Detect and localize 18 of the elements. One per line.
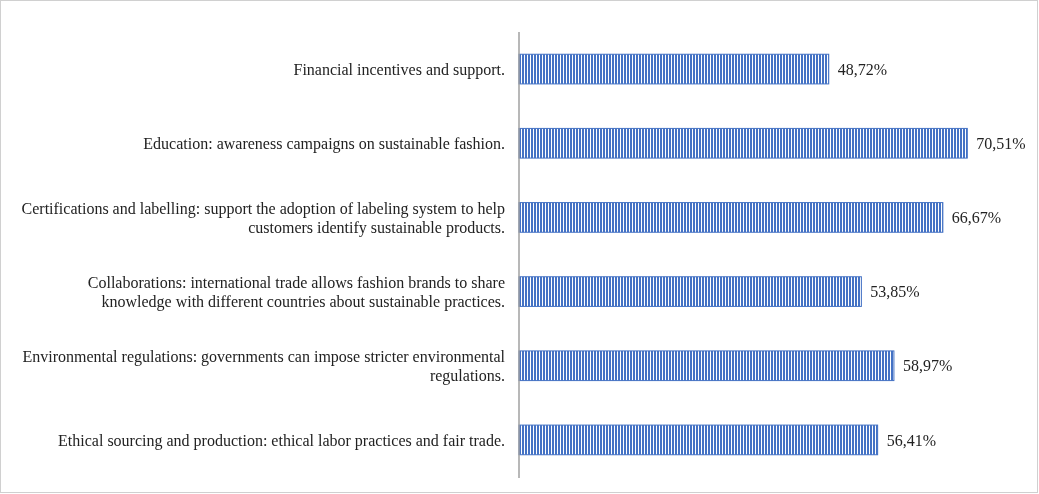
bar [518, 350, 895, 382]
data-label: 58,97% [902, 357, 953, 375]
data-label: 66,67% [951, 209, 1002, 227]
y-tick-label: Environmental regulations: governments can impose stricter environmental regulations. [22, 347, 506, 385]
data-label: 48,72% [837, 60, 888, 78]
y-tick-label: Collaborations: international trade allows fashion brands to share knowledge with different countries about sustainable practices. [87, 273, 505, 311]
y-tick-label: Ethical sourcing and production: ethical labor practices and fair trade. [58, 431, 505, 450]
data-label: 56,41% [886, 431, 936, 449]
bar [518, 424, 879, 456]
bar [518, 53, 830, 85]
data-label: 70,51% [976, 134, 1026, 152]
y-tick-label: Education: awareness campaigns on sustainable fashion. [143, 134, 505, 153]
y-tick-label: Financial incentives and support. [293, 60, 505, 79]
data-label: 53,85% [870, 283, 920, 301]
bar [518, 127, 968, 159]
bar [518, 276, 862, 307]
y-tick-label: Certifications and labelling: support the adoption of labeling system to help customers identify sustainable products. [21, 199, 505, 237]
bar [518, 202, 944, 233]
